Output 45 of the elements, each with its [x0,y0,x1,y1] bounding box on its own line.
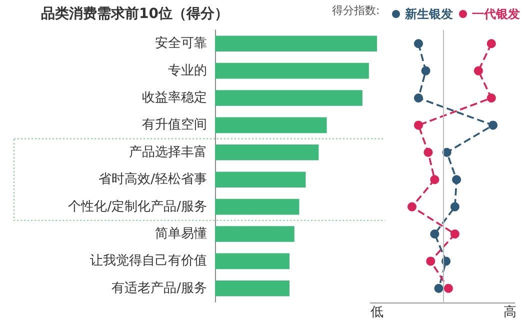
point [426,256,436,266]
legend-title: 得分指数: [332,4,380,17]
point [488,120,498,130]
point [450,230,460,238]
y-tick-label: 专业的 [168,63,207,78]
point [430,230,440,238]
text: 高 [504,304,516,320]
point [486,94,496,102]
point [430,175,440,184]
bar [215,62,369,79]
bar [215,253,290,270]
y-tick-label: 有升值空间 [142,118,207,133]
point [414,120,423,130]
bar [215,226,294,242]
bar [215,198,300,215]
legend-label: 一代银发 [472,7,520,21]
y-tick-label: 有适老产品/服务 [112,280,207,296]
chart-title: 品类消费需求前10位（得分） [41,6,228,22]
point [408,202,416,212]
y-tick-label: 让我觉得自己有价值 [90,254,207,269]
y-tick-label: 简单易懂 [155,226,207,242]
bar [215,280,290,296]
bar [215,36,377,52]
bar [215,117,327,134]
point [414,94,423,102]
y-tick-label: 个性化/定制化产品/服务 [68,199,207,214]
point [444,284,453,293]
point [486,39,496,48]
point [434,284,444,293]
legend-label: 新生银发 [404,7,453,21]
y-tick-label: 安全可靠 [155,35,207,52]
y-tick-label: 产品选择丰富 [129,144,207,160]
bar [215,172,306,188]
y-tick-label: 收益率稳定 [142,90,207,106]
point [452,175,462,184]
point [424,148,433,157]
point [414,39,423,48]
point [421,66,430,76]
point [442,148,452,157]
point [474,66,483,76]
y-tick-label: 省时高效/轻松省事 [98,171,207,188]
bar [215,90,362,106]
text: 低 [370,305,384,320]
point [450,202,460,212]
bar [215,144,319,160]
